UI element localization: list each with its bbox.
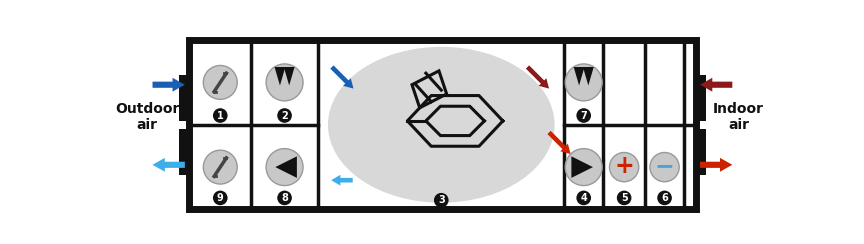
Bar	[180, 129, 189, 175]
FancyArrow shape	[526, 65, 549, 89]
Text: 3: 3	[438, 195, 445, 205]
Circle shape	[617, 191, 632, 205]
Circle shape	[565, 149, 602, 186]
Text: Indoor
air: Indoor air	[713, 102, 764, 132]
Polygon shape	[583, 67, 594, 85]
FancyArrow shape	[330, 65, 353, 89]
Circle shape	[576, 191, 591, 205]
Circle shape	[266, 64, 303, 101]
Text: 7: 7	[581, 111, 587, 121]
Text: 6: 6	[661, 193, 668, 203]
Bar	[696, 75, 706, 121]
Circle shape	[203, 150, 238, 184]
Circle shape	[213, 108, 227, 123]
FancyArrow shape	[700, 158, 733, 172]
Text: 5: 5	[620, 193, 627, 203]
Text: 1: 1	[217, 111, 224, 121]
Polygon shape	[276, 156, 297, 178]
Circle shape	[277, 108, 292, 123]
FancyArrow shape	[153, 78, 185, 92]
Circle shape	[213, 191, 227, 205]
Circle shape	[266, 149, 303, 186]
Circle shape	[565, 64, 602, 101]
Text: 4: 4	[581, 193, 587, 203]
FancyArrow shape	[153, 158, 185, 172]
Ellipse shape	[328, 47, 555, 203]
Text: Outdoor
air: Outdoor air	[115, 102, 180, 132]
Text: 8: 8	[281, 193, 288, 203]
Bar	[189, 40, 696, 209]
Polygon shape	[275, 67, 285, 85]
Bar	[696, 129, 706, 175]
FancyArrow shape	[331, 175, 353, 186]
Circle shape	[650, 152, 679, 182]
Bar	[180, 75, 189, 121]
Circle shape	[277, 191, 292, 205]
Circle shape	[576, 108, 591, 123]
Circle shape	[434, 193, 448, 208]
Text: −: −	[655, 154, 675, 178]
FancyArrow shape	[700, 78, 733, 92]
Circle shape	[609, 152, 638, 182]
Polygon shape	[574, 67, 584, 85]
Text: +: +	[614, 154, 634, 178]
Circle shape	[203, 65, 238, 99]
FancyArrow shape	[548, 131, 570, 154]
Circle shape	[658, 191, 672, 205]
Polygon shape	[571, 156, 593, 178]
Text: 9: 9	[217, 193, 224, 203]
Text: 2: 2	[281, 111, 288, 121]
Polygon shape	[283, 67, 295, 85]
